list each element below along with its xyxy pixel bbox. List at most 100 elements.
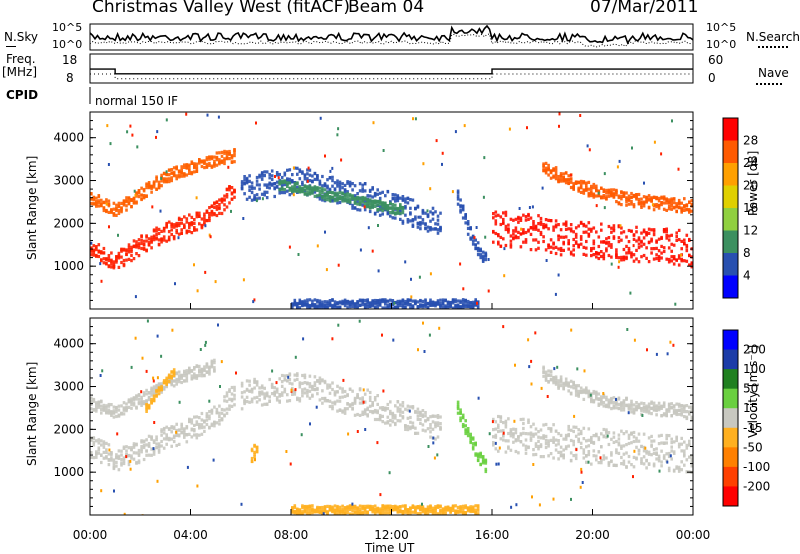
rti-cell	[497, 234, 500, 238]
rti-cell	[605, 247, 608, 251]
rti-cell	[306, 512, 309, 515]
rti-cell	[90, 402, 93, 406]
rti-cell	[529, 226, 533, 230]
rti-cell	[476, 247, 480, 251]
rti-cell	[376, 188, 379, 192]
rti-cell	[155, 389, 158, 393]
rti-cell	[522, 240, 525, 244]
rti-cell	[637, 432, 641, 436]
rti-cell	[293, 392, 297, 396]
rti-cell	[627, 249, 631, 253]
rti-cell	[662, 201, 666, 205]
rti-cell	[356, 300, 359, 304]
rti-cell	[115, 255, 118, 259]
rti-cell	[582, 180, 586, 184]
rti-cell	[125, 252, 128, 257]
rti-cell	[549, 176, 553, 180]
rti-cell	[567, 247, 570, 251]
rti-cell	[223, 413, 226, 417]
rti-cell	[557, 439, 560, 443]
rti-cell	[137, 393, 141, 397]
rti-cell	[471, 239, 475, 243]
rti-cell	[301, 394, 304, 398]
rti-cell	[559, 433, 563, 437]
rti-cell	[492, 240, 495, 244]
rti-cell	[331, 381, 334, 385]
rti-cell	[585, 181, 588, 185]
rti-cell	[556, 365, 559, 369]
rti-cell	[582, 252, 586, 256]
rti-cell	[356, 395, 359, 400]
rti-cell	[381, 504, 384, 508]
rti-cell	[444, 512, 447, 515]
rti-cell	[554, 225, 558, 229]
rti-cell	[263, 193, 266, 197]
rti-cell	[228, 201, 231, 205]
rti-cell	[554, 292, 557, 296]
rti-cell	[373, 511, 377, 515]
rti-cell	[655, 447, 658, 451]
rti-cell	[554, 380, 558, 385]
rti-cell	[346, 198, 349, 202]
rti-cell	[253, 186, 256, 190]
rti-cell	[688, 442, 691, 446]
rti-cell	[504, 422, 508, 426]
rti-cell	[424, 411, 427, 415]
rti-cell	[283, 378, 287, 382]
rti-cell	[574, 390, 578, 394]
rti-cell	[223, 395, 226, 399]
rti-cell	[419, 299, 422, 303]
rti-cell	[549, 169, 553, 173]
rti-cell	[90, 396, 93, 400]
rti-cell	[353, 184, 357, 188]
rti-cell	[351, 203, 354, 207]
rti-cell	[328, 391, 332, 395]
rti-cell	[213, 361, 216, 365]
rti-cell	[665, 227, 668, 231]
rti-cell	[572, 380, 575, 384]
rti-cell	[592, 399, 596, 403]
rti-cell	[341, 186, 344, 190]
rti-cell	[509, 428, 513, 432]
rti-cell	[373, 417, 377, 422]
rti-cell	[424, 419, 427, 423]
rti-cell	[579, 386, 583, 390]
rti-cell	[120, 201, 123, 205]
rti-cell	[585, 391, 588, 395]
rti-cell	[509, 448, 513, 452]
rti-cell	[213, 202, 216, 206]
rti-cell	[311, 174, 314, 178]
rti-cell	[329, 199, 332, 203]
rti-cell	[675, 204, 678, 208]
rti-cell	[582, 451, 586, 455]
rti-cell	[165, 221, 168, 226]
rti-cell	[384, 408, 387, 412]
rti-cell	[358, 401, 362, 405]
rti-cell	[359, 248, 362, 252]
rti-cell	[534, 248, 538, 252]
rti-cell	[640, 201, 643, 205]
power-colorbar-cell	[723, 118, 738, 141]
rti-cell	[358, 387, 362, 391]
rti-cell	[336, 201, 339, 205]
rti-cell	[356, 202, 359, 206]
rti-cell	[326, 198, 329, 202]
rti-cell	[411, 299, 415, 303]
rti-cell	[280, 391, 284, 395]
rti-cell	[394, 422, 397, 427]
rti-cell	[512, 432, 515, 436]
rti-cell	[243, 390, 246, 394]
rti-cell	[162, 226, 166, 231]
rti-cell	[248, 174, 251, 178]
rti-cell	[323, 399, 327, 403]
rti-cell	[441, 298, 445, 302]
rti-cell	[275, 171, 279, 175]
rti-cell	[106, 124, 109, 128]
rti-cell	[318, 181, 322, 185]
rti-cell	[657, 199, 661, 203]
rti-cell	[326, 193, 329, 197]
rti-cell	[152, 385, 156, 389]
rti-cell	[429, 272, 432, 276]
rti-cell	[431, 301, 435, 305]
rti-cell	[363, 400, 367, 404]
